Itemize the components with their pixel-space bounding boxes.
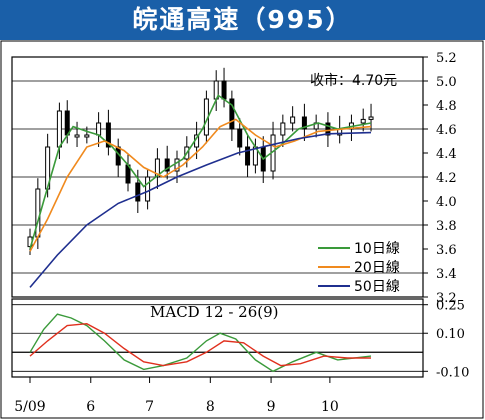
close-price-annotation: 收市：4.70元 — [310, 72, 397, 89]
chart-title: 皖通高速（995） — [132, 5, 353, 34]
moving-average-lines — [29, 94, 372, 288]
candle-body — [360, 118, 366, 124]
candle-body — [174, 158, 180, 172]
candle-body — [325, 122, 331, 136]
price-tick-label: 4.0 — [436, 195, 457, 210]
candle-body — [35, 188, 41, 238]
candle-body — [56, 110, 62, 148]
price-tick-label: 5.2 — [436, 51, 457, 66]
macd-tick-label: 0.10 — [436, 327, 465, 342]
candle-body — [368, 116, 374, 120]
outer-frame — [0, 40, 484, 419]
candle-body — [154, 158, 160, 178]
candle-body — [64, 110, 70, 136]
price-tick-label: 4.4 — [436, 147, 457, 162]
legend-label: 20日線 — [354, 260, 400, 276]
candle-body — [301, 116, 307, 130]
x-tick-label: 10 — [321, 399, 339, 415]
candle-body — [245, 146, 251, 166]
macd-panel-frame — [11, 298, 424, 378]
candle-body — [84, 134, 90, 138]
price-tick-label: 4.6 — [436, 123, 457, 138]
macd-line-1 — [29, 322, 371, 367]
price-tick-label: 4.8 — [436, 99, 457, 114]
legend-label: 10日線 — [354, 241, 400, 257]
candle-body — [229, 98, 235, 130]
x-tick-label: 8 — [206, 399, 215, 415]
candle-body — [135, 182, 141, 202]
price-tick-label: 4.2 — [436, 171, 457, 186]
candle-body — [96, 122, 102, 136]
macd-tick-label: -0.10 — [436, 365, 469, 380]
candle-body — [74, 134, 80, 138]
grid-lines — [12, 56, 428, 383]
macd-line-0 — [29, 313, 372, 373]
price-panel-frame — [11, 56, 424, 298]
x-tick-label: 7 — [145, 399, 154, 415]
ma-line-0 — [29, 94, 372, 250]
chart-frame — [0, 40, 484, 419]
candle-body — [237, 128, 243, 148]
title-bar: 皖通高速（995） — [0, 0, 485, 40]
macd-panel — [29, 313, 372, 373]
macd-title: MACD 12 - 26(9) — [150, 303, 279, 321]
legend-label: 50日線 — [354, 279, 400, 295]
ma-line-2 — [29, 131, 372, 288]
x-tick-label: 5/09 — [14, 399, 45, 415]
candle-body — [164, 158, 170, 172]
candle-body — [280, 122, 286, 136]
candle-body — [145, 176, 151, 202]
price-tick-label: 3.4 — [436, 267, 457, 282]
price-tick-label: 3.6 — [436, 243, 457, 258]
candle-body — [221, 80, 227, 100]
candle-body — [105, 122, 111, 148]
candlesticks — [27, 67, 374, 255]
candle-body — [290, 116, 296, 124]
x-tick-label: 9 — [267, 399, 276, 415]
price-tick-label: 3.2 — [436, 291, 457, 306]
chart-labels: 5.2 5.0 4.8 4.6 4.4 4.2 4.0 3.8 3.6 3.4 3.20.25 0.1… — [14, 51, 469, 415]
price-tick-label: 3.8 — [436, 219, 457, 234]
x-tick-label: 6 — [86, 399, 95, 415]
price-tick-label: 5.0 — [436, 75, 457, 90]
macd-tick-label: 0.25 — [436, 299, 465, 314]
